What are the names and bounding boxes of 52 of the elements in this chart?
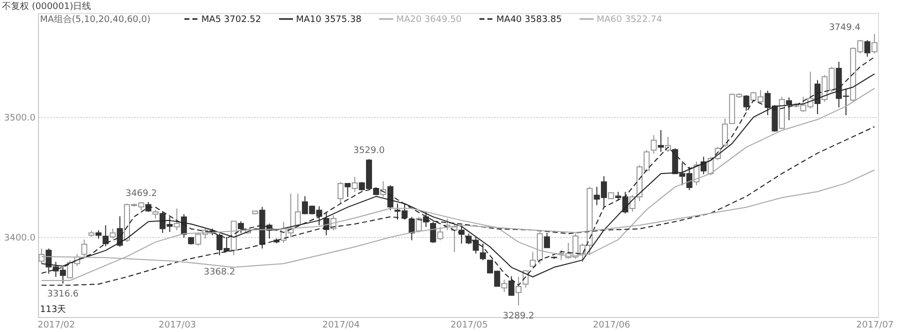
candlestick <box>650 134 657 154</box>
candlestick <box>416 216 422 233</box>
candlestick <box>174 208 180 231</box>
legend-label: MA60 3522.74 <box>596 15 662 25</box>
x-tick-label: 2017/05 <box>450 320 488 330</box>
x-tick-label: 2017/02 <box>38 320 75 330</box>
candlestick <box>501 279 508 293</box>
annotation: 113天 <box>40 304 66 315</box>
candlestick <box>338 181 344 205</box>
candlestick <box>294 193 301 228</box>
candlestick <box>544 232 550 248</box>
candlestick <box>814 80 820 115</box>
legend-label: MA10 3575.38 <box>296 15 362 25</box>
candlestick <box>871 34 878 54</box>
candlestick <box>38 248 45 264</box>
candlestick <box>480 243 486 261</box>
candlestick <box>102 224 109 247</box>
annotation: 3529.0 <box>353 146 386 156</box>
legend-label: MA40 3583.85 <box>496 15 562 25</box>
candlestick <box>658 130 664 152</box>
y-tick-label: 3400.0 <box>4 234 36 244</box>
annotation: 3316.6 <box>47 290 79 300</box>
legend-label: MA20 3649.50 <box>396 15 462 25</box>
candlestick <box>864 40 870 58</box>
candlestick <box>81 239 88 258</box>
candlestick <box>516 276 522 306</box>
annotation: 3469.2 <box>125 188 157 199</box>
candlestick <box>422 211 429 228</box>
x-tick-label: 2017/06 <box>592 320 631 330</box>
candlestick <box>743 94 750 112</box>
legend-title: MA组合(5,10,20,40,60,0) <box>40 14 151 25</box>
chart-title: 不复权 (000001)日线 <box>2 1 92 12</box>
candlestick <box>116 216 123 248</box>
candlestick <box>352 176 358 192</box>
candlestick <box>437 226 444 241</box>
candlestick <box>508 276 514 296</box>
x-tick-label: 2017/07 <box>856 320 894 330</box>
annotation: 3368.2 <box>204 267 236 278</box>
candlestick <box>110 228 116 240</box>
x-tick-label: 2017/03 <box>158 320 196 330</box>
x-tick-label: 2017/04 <box>322 320 360 330</box>
annotation: 3749.4 <box>828 23 861 34</box>
annotation: 3289.2 <box>502 311 534 322</box>
candlestick <box>430 221 436 244</box>
candlestick <box>786 96 792 121</box>
candlestick <box>344 182 351 198</box>
candlestick <box>408 216 415 241</box>
legend-label: MA5 3702.52 <box>201 15 262 25</box>
candlestick <box>238 220 244 234</box>
y-tick-label: 3500.0 <box>4 114 36 124</box>
candlestick <box>387 184 394 211</box>
candlestick <box>380 180 386 198</box>
